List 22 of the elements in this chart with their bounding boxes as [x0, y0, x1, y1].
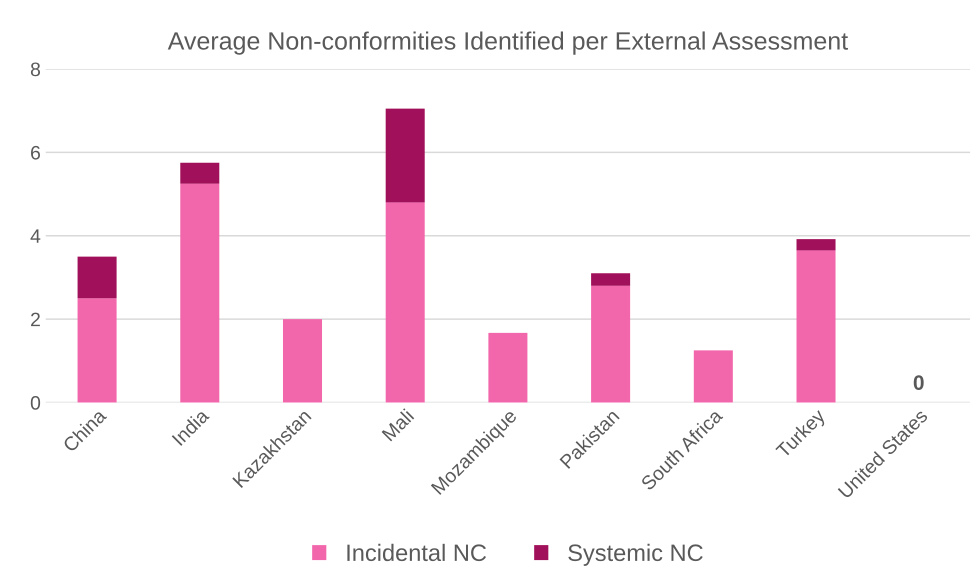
bar [694, 350, 733, 402]
bar [386, 108, 425, 202]
y-tick-label: 4 [30, 229, 40, 243]
y-tick-label: 6 [31, 146, 40, 160]
bar [180, 184, 220, 402]
bar [282, 319, 322, 402]
bar [591, 273, 630, 286]
legend-label: Incidental NC [347, 544, 486, 562]
y-tick-label: 0 [30, 396, 40, 410]
annotation: 0 [914, 375, 924, 390]
chart-title: Average Non-conformities Identified per External Assessment [168, 31, 848, 55]
y-tick-label: 2 [31, 312, 40, 326]
bar [796, 250, 836, 402]
bar [591, 286, 630, 402]
y-tick-label: 8 [30, 62, 40, 76]
bar [796, 239, 836, 250]
bar [488, 332, 528, 402]
legend-label: Systemic NC [568, 544, 703, 566]
bar [78, 256, 117, 298]
bar [386, 202, 425, 402]
bar [78, 298, 117, 402]
bar [180, 162, 220, 184]
